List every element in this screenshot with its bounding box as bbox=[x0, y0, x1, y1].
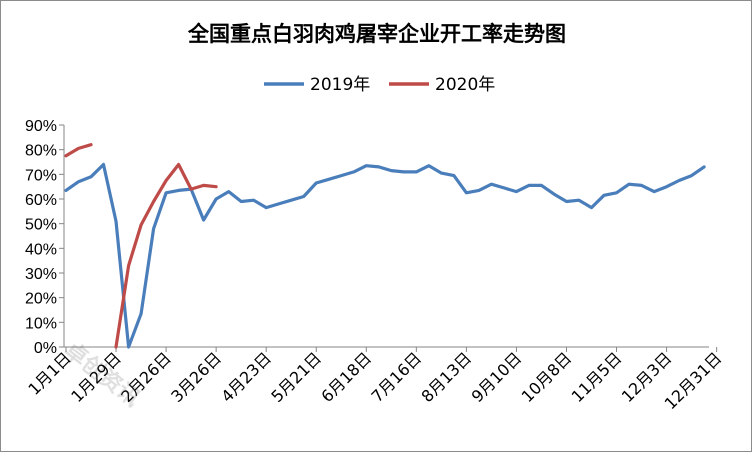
axes bbox=[63, 125, 709, 348]
x-tick-label: 6月18日 bbox=[317, 348, 375, 406]
y-tick-label: 80% bbox=[25, 143, 57, 160]
y-tick-label: 30% bbox=[25, 266, 57, 283]
chart-title: 全国重点白羽肉鸡屠宰企业开工率走势图 bbox=[187, 21, 566, 46]
x-tick-label: 11月5日 bbox=[568, 348, 626, 406]
x-tick-label: 7月16日 bbox=[368, 348, 426, 406]
y-tick-label: 20% bbox=[25, 291, 57, 308]
legend-label-2: 2020年 bbox=[435, 75, 495, 95]
series-lines bbox=[64, 143, 706, 349]
legend: 2019年 2020年 bbox=[264, 75, 495, 95]
y-tick-label: 60% bbox=[25, 192, 57, 209]
y-tick-label: 10% bbox=[25, 315, 57, 332]
y-tick-label: 0% bbox=[34, 340, 57, 357]
y-tick-label: 50% bbox=[25, 217, 57, 234]
y-tick-label: 70% bbox=[25, 167, 57, 184]
x-tick-label: 10月8日 bbox=[518, 348, 576, 406]
y-axis-ticks: 0% 10% 20% 30% 40% 50% 60% 70% 80% 90% bbox=[25, 118, 64, 357]
x-tick-label: 5月21日 bbox=[267, 348, 325, 406]
x-tick-label: 8月13日 bbox=[418, 348, 476, 406]
watermark-text: 卓创资讯 bbox=[59, 338, 144, 412]
y-tick-label: 40% bbox=[25, 241, 57, 258]
y-tick-label: 90% bbox=[25, 118, 57, 135]
x-tick-label: 3月26日 bbox=[167, 348, 225, 406]
series-line-1 bbox=[64, 162, 706, 349]
legend-label-1: 2019年 bbox=[310, 75, 370, 95]
x-tick-label: 4月23日 bbox=[217, 348, 275, 406]
watermark: 卓创资讯 bbox=[59, 338, 144, 412]
series-line-2 bbox=[64, 143, 218, 349]
x-tick-label: 9月10日 bbox=[468, 348, 526, 406]
